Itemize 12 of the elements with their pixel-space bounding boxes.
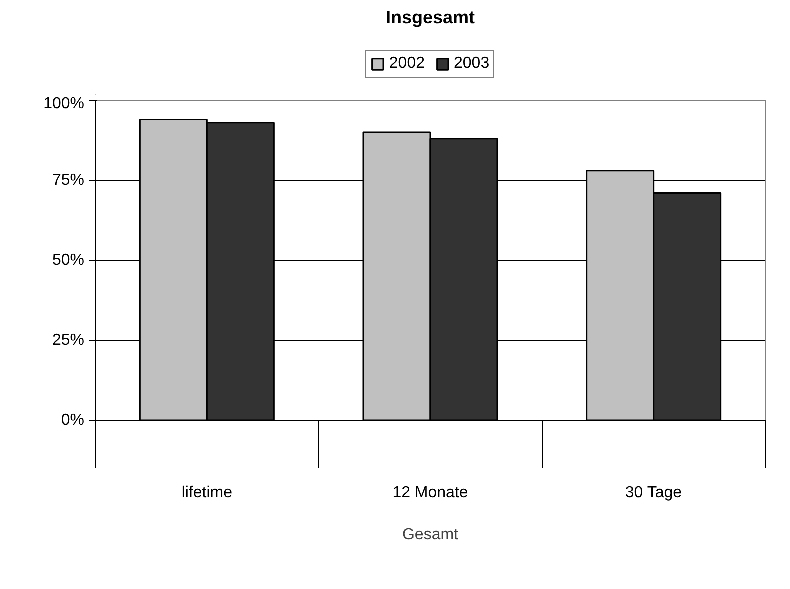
x-tick-label: lifetime — [182, 484, 233, 502]
x-tick-label: 30 Tage — [625, 484, 682, 502]
x-axis-title: Gesamt — [402, 526, 460, 544]
legend-label: 2003 — [454, 54, 490, 72]
y-tick-label: 25% — [52, 332, 85, 349]
y-tick-label: 100% — [44, 96, 84, 112]
x-tick-label: 12 Monate — [392, 484, 468, 502]
y-tick-label: 50% — [52, 252, 85, 269]
y-tick-label: 0% — [61, 412, 84, 429]
y-tick-label: 75% — [52, 172, 85, 189]
chart-title: Insgesamt — [386, 8, 476, 28]
legend-label: 2002 — [389, 54, 425, 72]
